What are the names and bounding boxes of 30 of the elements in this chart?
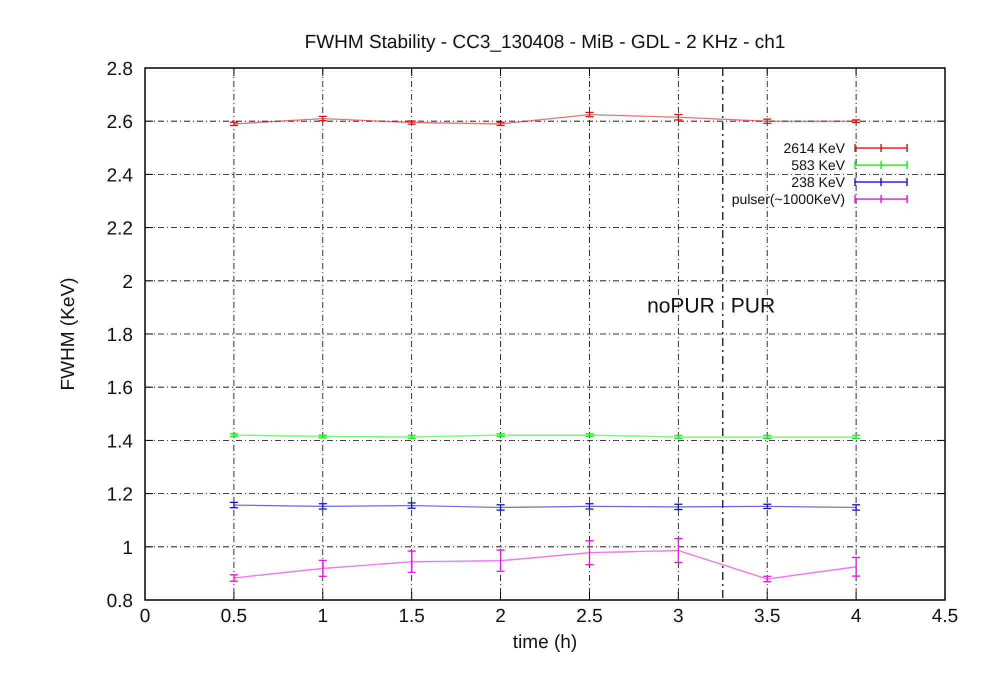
y-tick-label: 0.8 xyxy=(106,591,133,612)
chart-title: FWHM Stability - CC3_130408 - MiB - GDL - 2 KHz - ch1 xyxy=(304,32,786,53)
y-tick-label: 2.4 xyxy=(106,165,134,186)
x-tick-label: 4 xyxy=(850,606,862,627)
x-tick-label: 1.5 xyxy=(398,606,425,627)
y-tick-label: 1.6 xyxy=(106,378,133,400)
y-tick-label: 2 xyxy=(122,272,133,293)
x-tick-label: 3.5 xyxy=(754,606,780,627)
y-tick-label: 1.4 xyxy=(106,431,134,452)
x-tick-label: 2 xyxy=(495,606,506,627)
x-axis-title: time (h) xyxy=(512,632,578,653)
y-tick-label: 1.2 xyxy=(106,484,133,506)
y-axis-title: FWHM (KeV) xyxy=(58,278,79,390)
x-tick-label: 0 xyxy=(140,606,150,627)
annotation: PUR xyxy=(730,294,776,318)
x-tick-label: 0.5 xyxy=(220,606,248,627)
legend-label: 2614 KeV xyxy=(784,140,846,156)
y-tick-label: 2.8 xyxy=(106,59,133,80)
y-tick-label: 1 xyxy=(122,538,133,559)
x-tick-label: 2.5 xyxy=(576,606,603,627)
x-tick-label: 4.5 xyxy=(932,606,958,627)
legend-label: 238 KeV xyxy=(791,174,846,190)
legend-label: 583 KeV xyxy=(791,157,846,173)
x-tick-label: 3 xyxy=(673,606,684,627)
y-tick-label: 1.8 xyxy=(106,325,133,346)
y-tick-label: 2.2 xyxy=(106,218,133,240)
x-tick-label: 1 xyxy=(317,606,328,627)
y-tick-label: 2.6 xyxy=(106,112,133,134)
annotation: noPUR xyxy=(647,294,715,318)
legend-label: pulser(~1000KeV) xyxy=(732,191,845,207)
